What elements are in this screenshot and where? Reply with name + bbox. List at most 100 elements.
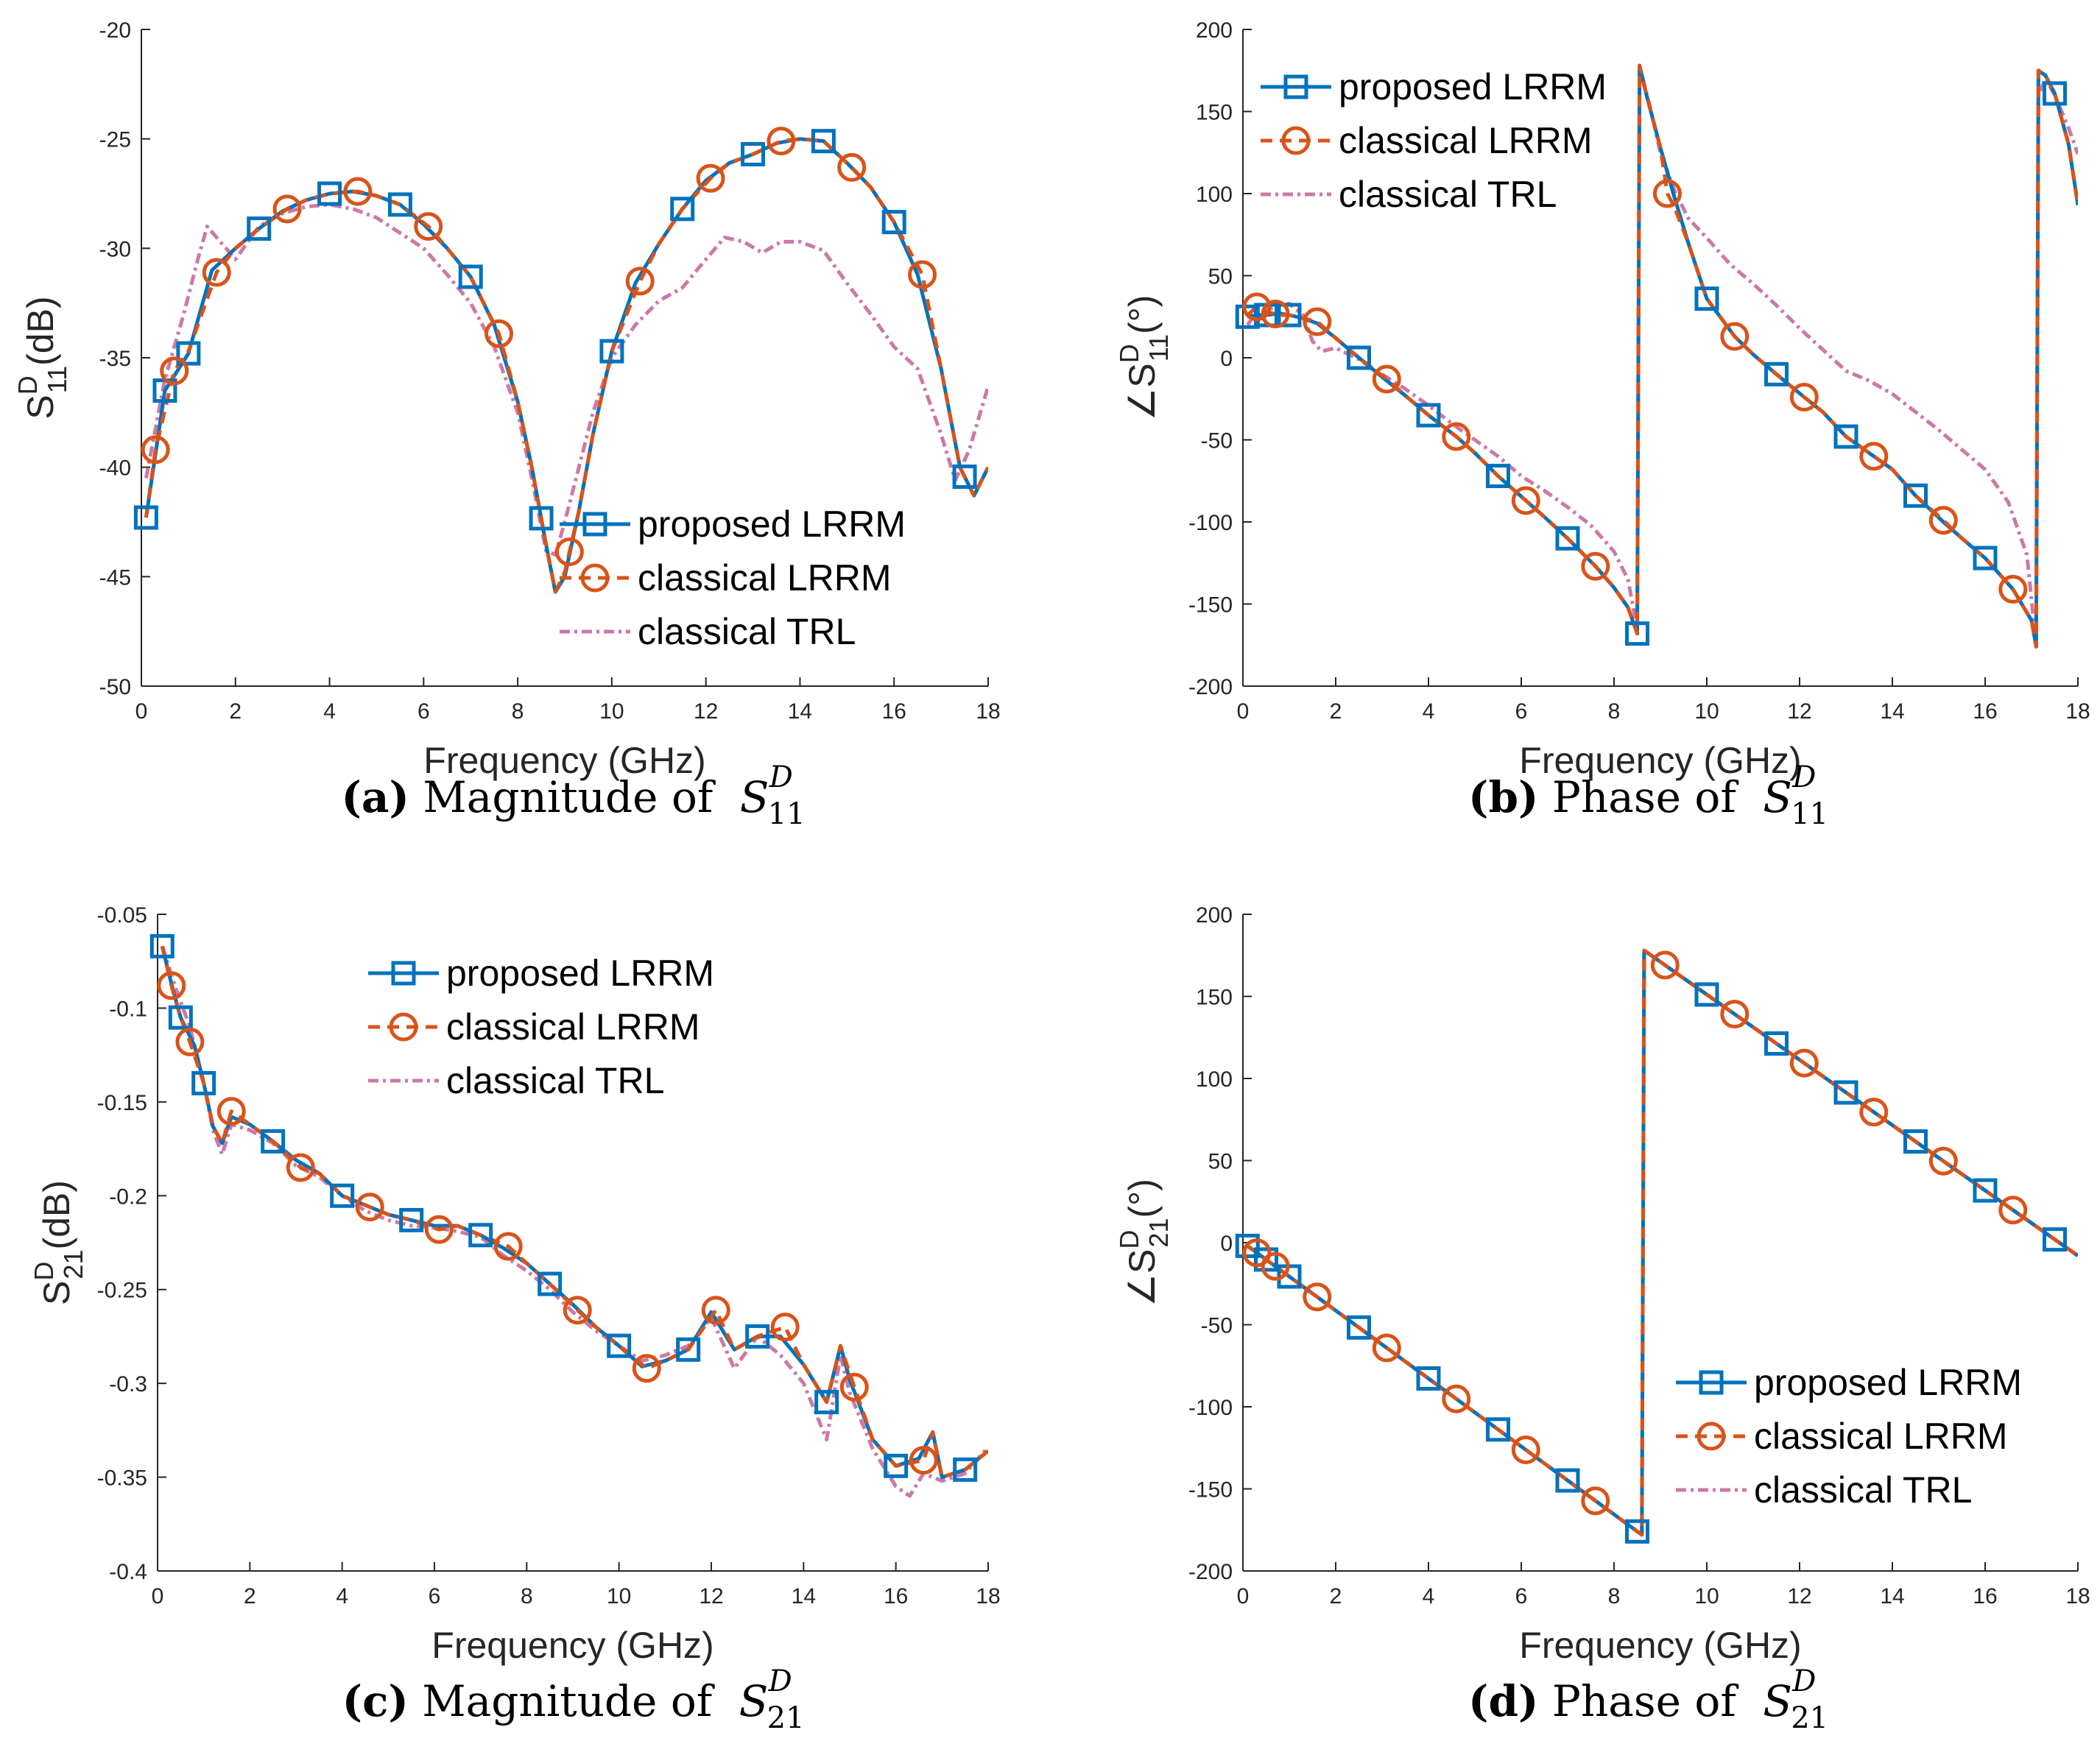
series-classical-lrrm-marker — [160, 356, 189, 386]
series-proposed-marker — [741, 141, 766, 166]
series-proposed-marker — [1254, 1247, 1278, 1272]
series-proposed-marker — [1235, 1233, 1260, 1258]
x-tick-label: 16 — [1973, 1584, 1997, 1609]
series-classical-lrrm-marker — [1442, 1384, 1471, 1413]
x-tick-label: 10 — [607, 1584, 631, 1609]
x-axis-label: Frequency (GHz) — [1519, 1625, 1801, 1666]
series-proposed-marker — [1555, 526, 1580, 551]
y-tick-label: -0.3 — [109, 1372, 147, 1396]
series-classical-lrrm-marker — [1720, 322, 1750, 351]
series-classical-lrrm-marker — [1928, 506, 1958, 535]
x-tick-label: 4 — [336, 1584, 348, 1609]
series-proposed-marker — [247, 216, 272, 241]
series-proposed-marker — [538, 1271, 563, 1296]
legend-proposed-marker — [582, 512, 607, 537]
x-tick-label: 8 — [512, 699, 524, 724]
series-proposed-marker — [811, 129, 836, 154]
series-proposed-marker — [953, 1457, 978, 1482]
series-proposed-marker — [670, 197, 695, 222]
y-tick-label: -100 — [1188, 511, 1233, 535]
series-classical-lrrm-marker — [1859, 1098, 1889, 1127]
series-classical-lrrm-marker — [1789, 383, 1819, 412]
series-classical-lrrm-marker — [414, 212, 443, 241]
legend: proposed LRRM classical LRRM classical TRL — [368, 953, 714, 1101]
legend-classical-lrrm-label: classical LRRM — [1754, 1416, 2008, 1457]
series-proposed-marker — [2043, 81, 2067, 106]
y-tick-label: 50 — [1208, 1150, 1233, 1174]
series-classical-lrrm-marker — [554, 537, 584, 567]
series-classical-lrrm-line — [160, 945, 988, 1480]
series-proposed-marker — [1973, 1178, 1998, 1203]
y-axis-label: SD21(dB) — [29, 1180, 88, 1305]
series-proposed-marker — [814, 1390, 839, 1415]
y-tick-label: 200 — [1196, 18, 1233, 43]
y-tick-label: 150 — [1196, 986, 1233, 1010]
y-tick-label: -50 — [1201, 429, 1233, 453]
legend-trl-label: classical TRL — [1754, 1469, 1972, 1511]
x-tick-label: 10 — [599, 699, 624, 724]
y-axis-label: ∠SD11(°) — [1114, 295, 1174, 421]
series-classical-lrrm-marker — [837, 152, 867, 182]
series-classical-lrrm-marker — [767, 127, 796, 156]
series-proposed-marker — [168, 1005, 193, 1030]
series-classical-lrrm-marker — [1652, 179, 1682, 208]
caption-d: (d) Phase of S D 21 — [1468, 1664, 1829, 1735]
caption-b: (b) Phase of S D 11 — [1468, 760, 1829, 831]
x-tick-label: 6 — [417, 699, 430, 724]
legend-proposed-marker — [1699, 1370, 1724, 1395]
y-tick-label: -100 — [1188, 1396, 1233, 1420]
chart-b: 0 2 4 6 8 10 12 14 16 18 -200 -150 -100 -50 0 50 100 150 2… — [1114, 18, 2090, 781]
x-tick-label: 8 — [521, 1584, 533, 1609]
legend-trl-label: classical TRL — [638, 611, 856, 652]
x-tick-label: 18 — [2065, 699, 2090, 724]
series-proposed-marker — [468, 1223, 493, 1248]
y-tick-label: -35 — [99, 347, 131, 371]
x-tick-label: 0 — [152, 1584, 164, 1609]
series-proposed-marker — [599, 339, 624, 364]
series-proposed-marker — [458, 264, 483, 289]
series-proposed-marker — [1277, 303, 1302, 328]
series-classical-lrrm-marker — [1261, 1251, 1290, 1281]
legend-classical-lrrm-label: classical LRRM — [446, 1006, 700, 1048]
series-classical-lrrm-marker — [770, 1313, 800, 1342]
y-tick-label: 100 — [1196, 1067, 1233, 1092]
series-classical-lrrm-marker — [1303, 1282, 1332, 1312]
y-tick-label: -30 — [99, 237, 131, 261]
series-proposed-marker — [1764, 1031, 1789, 1056]
x-tick-label: 14 — [1880, 699, 1904, 724]
series-classical-lrrm-marker — [1998, 574, 2028, 604]
series-classical-lrrm-marker — [493, 1232, 523, 1261]
legend: proposed LRRM classical LRRM classical TRL — [1676, 1362, 2022, 1511]
series-proposed-marker — [1833, 424, 1858, 449]
series-classical-lrrm-marker — [1242, 1238, 1272, 1268]
y-tick-label: -0.4 — [109, 1560, 147, 1584]
x-tick-label: 8 — [1608, 699, 1621, 724]
legend-proposed-label: proposed LRRM — [446, 953, 714, 994]
x-tick-label: 18 — [976, 699, 1000, 724]
series-proposed-marker — [881, 210, 906, 235]
y-tick-label: 150 — [1196, 101, 1233, 125]
x-tick-label: 4 — [1423, 699, 1435, 724]
x-tick-label: 14 — [792, 1584, 816, 1609]
y-tick-label: 200 — [1196, 903, 1233, 928]
series-proposed-marker — [1486, 1417, 1510, 1442]
x-tick-label: 0 — [135, 699, 148, 724]
series-classical-lrrm-marker — [1998, 1196, 2028, 1225]
x-tick-label: 0 — [1237, 1584, 1250, 1609]
series-proposed-marker — [387, 192, 412, 217]
x-tick-label: 16 — [884, 1584, 908, 1609]
x-tick-label: 8 — [1608, 1584, 1621, 1609]
x-tick-label: 16 — [1973, 699, 1997, 724]
legend-classical-lrrm-marker — [1281, 126, 1311, 155]
series-classical-lrrm-marker — [1650, 950, 1680, 980]
series-proposed-marker — [1625, 1519, 1649, 1544]
y-tick-label: -0.35 — [97, 1466, 147, 1491]
series-classical-lrrm-marker — [1303, 307, 1332, 336]
series-proposed-marker — [676, 1337, 701, 1362]
series-proposed-marker — [176, 341, 201, 366]
series-proposed-marker — [1903, 483, 1928, 508]
legend: proposed LRRM classical LRRM classical TRL — [1261, 66, 1607, 215]
chart-d: 0 2 4 6 8 10 12 14 16 18 -200 -150 -100 -50 0 50 100 150 2… — [1114, 903, 2090, 1666]
series-proposed-marker — [529, 506, 554, 531]
